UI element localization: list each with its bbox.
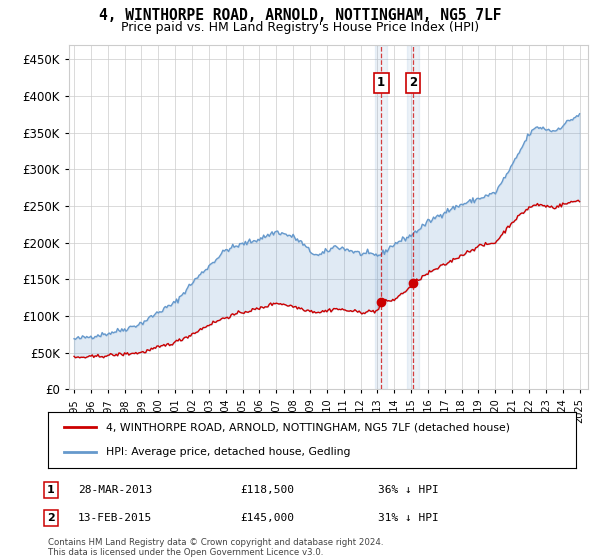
Bar xyxy=(376,45,387,389)
Bar xyxy=(407,45,419,389)
Text: 2: 2 xyxy=(409,76,417,90)
Text: Contains HM Land Registry data © Crown copyright and database right 2024.
This d: Contains HM Land Registry data © Crown c… xyxy=(48,538,383,557)
Text: Price paid vs. HM Land Registry's House Price Index (HPI): Price paid vs. HM Land Registry's House … xyxy=(121,21,479,34)
Text: £118,500: £118,500 xyxy=(240,485,294,495)
Text: 31% ↓ HPI: 31% ↓ HPI xyxy=(378,513,439,523)
Text: 2: 2 xyxy=(47,513,55,523)
Text: 36% ↓ HPI: 36% ↓ HPI xyxy=(378,485,439,495)
Text: HPI: Average price, detached house, Gedling: HPI: Average price, detached house, Gedl… xyxy=(106,447,350,457)
Text: £145,000: £145,000 xyxy=(240,513,294,523)
Text: 1: 1 xyxy=(377,76,385,90)
Text: 28-MAR-2013: 28-MAR-2013 xyxy=(78,485,152,495)
Text: 4, WINTHORPE ROAD, ARNOLD, NOTTINGHAM, NG5 7LF (detached house): 4, WINTHORPE ROAD, ARNOLD, NOTTINGHAM, N… xyxy=(106,422,510,432)
Text: 1: 1 xyxy=(47,485,55,495)
Text: 4, WINTHORPE ROAD, ARNOLD, NOTTINGHAM, NG5 7LF: 4, WINTHORPE ROAD, ARNOLD, NOTTINGHAM, N… xyxy=(99,8,501,24)
Text: 13-FEB-2015: 13-FEB-2015 xyxy=(78,513,152,523)
